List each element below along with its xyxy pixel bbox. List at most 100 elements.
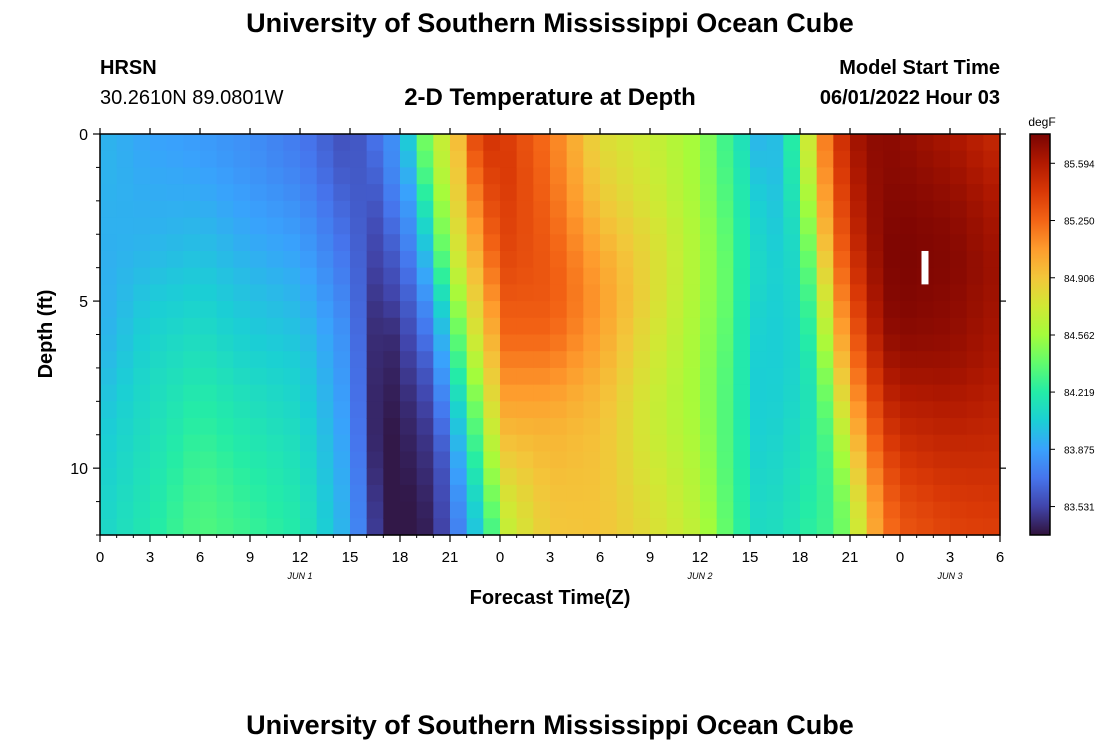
heatmap-cell	[466, 451, 484, 469]
heatmap-cell	[200, 250, 218, 269]
heatmap-cell	[183, 217, 201, 235]
heatmap-cell	[333, 367, 351, 386]
heatmap-cell	[583, 367, 601, 386]
heatmap-cell	[733, 150, 751, 169]
heatmap-cell	[383, 501, 401, 519]
heatmap-cell	[616, 200, 634, 219]
heatmap-cell	[783, 134, 801, 152]
heatmap-cell	[216, 167, 234, 185]
heatmap-cell	[433, 484, 451, 503]
heatmap-cell	[283, 451, 301, 469]
heatmap-cell	[983, 334, 1001, 352]
heatmap-cell	[283, 334, 301, 352]
heatmap-cell	[533, 418, 551, 436]
heatmap-cell	[950, 250, 968, 269]
heatmap-cell	[666, 284, 684, 302]
heatmap-cell	[566, 434, 584, 453]
heatmap-cell	[633, 468, 651, 486]
heatmap-cell	[366, 451, 384, 469]
heatmap-cell	[850, 234, 868, 252]
heatmap-cell	[716, 518, 734, 536]
heatmap-cell	[450, 150, 468, 169]
heatmap-cell	[700, 434, 718, 453]
heatmap-cell	[450, 184, 468, 202]
heatmap-cell	[133, 184, 151, 202]
heatmap-cell	[950, 150, 968, 169]
heatmap-cell	[116, 217, 134, 235]
heatmap-cell	[116, 134, 134, 152]
heatmap-cell	[350, 250, 368, 269]
heatmap-cell	[166, 384, 184, 402]
heatmap-cell	[450, 484, 468, 503]
heatmap-cell	[583, 434, 601, 453]
heatmap-cell	[233, 134, 251, 152]
heatmap-cell	[133, 468, 151, 486]
heatmap-cell	[716, 184, 734, 202]
heatmap-cell	[816, 451, 834, 469]
heatmap-cell	[533, 250, 551, 269]
heatmap-cell	[533, 401, 551, 419]
heatmap-cell	[616, 150, 634, 169]
heatmap-cell	[400, 351, 418, 369]
heatmap-cell	[966, 301, 984, 319]
heatmap-cell	[266, 501, 284, 519]
heatmap-cell	[316, 134, 334, 152]
heatmap-cell	[566, 301, 584, 319]
heatmap-cell	[383, 184, 401, 202]
heatmap-cell	[516, 184, 534, 202]
heatmap-cell	[116, 301, 134, 319]
heatmap-cell	[266, 484, 284, 503]
heatmap-cell	[700, 484, 718, 503]
heatmap-cell	[733, 334, 751, 352]
heatmap-cell	[883, 484, 901, 503]
heatmap-cell	[766, 184, 784, 202]
heatmap-cell	[233, 167, 251, 185]
heatmap-cell	[616, 418, 634, 436]
heatmap-cell	[116, 518, 134, 536]
heatmap-cell	[166, 351, 184, 369]
heatmap-cell	[166, 518, 184, 536]
heatmap-cell	[450, 334, 468, 352]
heatmap-cell	[383, 484, 401, 503]
heatmap-cell	[150, 317, 168, 336]
heatmap-cell	[333, 434, 351, 453]
heatmap-cell	[700, 150, 718, 169]
heatmap-cell	[400, 134, 418, 152]
heatmap-cell	[133, 334, 151, 352]
heatmap-cell	[366, 301, 384, 319]
heatmap-cell	[950, 484, 968, 503]
heatmap-cell	[433, 451, 451, 469]
heatmap-cell	[900, 418, 918, 436]
heatmap-cell	[950, 184, 968, 202]
heatmap-cell	[216, 184, 234, 202]
heatmap-cell	[500, 284, 518, 302]
heatmap-cell	[566, 384, 584, 402]
heatmap-cell	[133, 418, 151, 436]
heatmap-cell	[433, 267, 451, 285]
heatmap-cell	[666, 184, 684, 202]
heatmap-cell	[300, 234, 318, 252]
heatmap-cell	[316, 334, 334, 352]
heatmap-cell	[200, 134, 218, 152]
heatmap-cell	[283, 134, 301, 152]
heatmap-cell	[383, 468, 401, 486]
heatmap-cell	[533, 451, 551, 469]
heatmap-cell	[766, 267, 784, 285]
heatmap-cell	[916, 217, 934, 235]
heatmap-cell	[466, 518, 484, 536]
heatmap-cell	[450, 418, 468, 436]
heatmap-cell	[100, 317, 118, 336]
heatmap-cell	[400, 267, 418, 285]
heatmap-cell	[666, 484, 684, 503]
heatmap-cell	[783, 184, 801, 202]
heatmap-cell	[200, 267, 218, 285]
heatmap-cell	[550, 367, 568, 386]
heatmap-cell	[883, 501, 901, 519]
heatmap-cell	[600, 351, 618, 369]
heatmap-cell	[383, 367, 401, 386]
heatmap-cell	[183, 167, 201, 185]
heatmap-cell	[233, 184, 251, 202]
heatmap-cell	[900, 384, 918, 402]
heatmap-cell	[816, 401, 834, 419]
heatmap-cell	[116, 167, 134, 185]
